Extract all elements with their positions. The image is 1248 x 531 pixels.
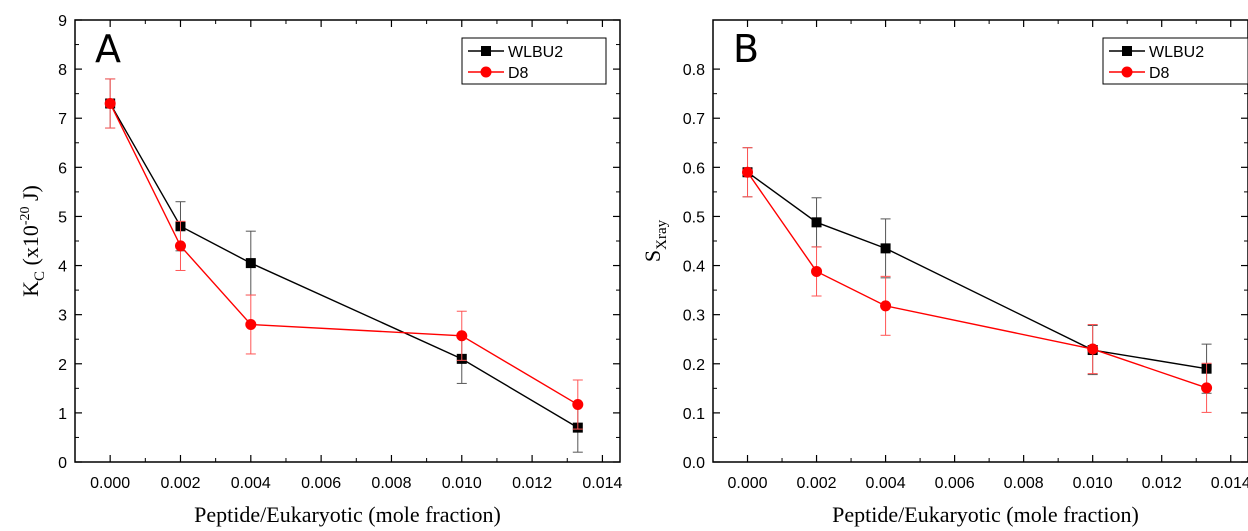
series-d8 [742,147,1213,413]
legend-label: WLBU2 [508,44,563,61]
legend: WLBU2 D8 [1102,37,1248,85]
data-point [245,318,257,330]
y-tick-label: 0.2 [683,357,705,374]
data-point [880,300,892,312]
x-tick-label: 0.012 [512,475,552,492]
x-axis-title: Peptide/Eukaryotic (mole fraction) [194,502,501,527]
legend-marker [1122,46,1132,56]
data-point [811,265,823,277]
series-wlbu2 [105,78,583,453]
x-tick-label: 0.000 [727,475,767,492]
data-point [811,217,822,228]
x-tick-label: 0.002 [160,475,200,492]
y-tick-label: 0.6 [683,160,705,177]
y-tick-label: 0.3 [683,308,705,325]
data-point [1201,382,1213,394]
data-point [1087,343,1099,355]
x-tick-label: 0.010 [1073,475,1113,492]
y-tick-label: 0.7 [683,111,705,128]
x-tick-label: 0.008 [1004,475,1044,492]
y-tick-label: 4 [58,259,67,276]
x-tick-label: 0.014 [582,475,622,492]
x-tick-label: 0.014 [1211,475,1248,492]
legend-marker [481,46,491,56]
data-point [104,97,116,109]
legend: WLBU2 D8 [461,37,607,85]
y-axis-title: KC (x10-20 J) [18,185,48,297]
data-point [456,330,468,342]
legend-label: D8 [1149,65,1170,82]
x-tick-label: 0.006 [301,475,341,492]
y-axis-title: SXray [640,219,670,262]
x-axis-title: Peptide/Eukaryotic (mole fraction) [832,502,1139,527]
x-tick-label: 0.004 [231,475,271,492]
y-tick-label: 0.8 [683,62,705,79]
panel-label: B [733,27,759,71]
series-d8 [104,78,584,430]
panel-label: A [95,27,121,71]
data-point [880,243,891,254]
plot-frame [74,19,621,463]
chart-panel-b: 0.000 0.002 0.004 0.006 0.008 0.010 0.012 0.014… [640,19,1248,527]
x-tick-label: 0.002 [797,475,837,492]
y-tick-label: 0.4 [683,259,705,276]
y-tick-label: 0.1 [683,406,705,423]
y-tick-label: 0.5 [683,209,705,226]
x-tick-label: 0.010 [442,475,482,492]
data-point [572,399,584,411]
y-tick-label: 8 [58,62,67,79]
data-point [174,240,186,252]
data-point [245,258,256,269]
y-tick-label: 1 [58,406,67,423]
plot-frame [712,19,1248,463]
y-tick-label: 0.0 [683,455,705,472]
data-point [742,166,754,178]
x-tick-label: 0.008 [371,475,411,492]
y-tick-label: 9 [58,13,67,30]
y-tick-label: 7 [58,111,67,128]
y-tick-label: 5 [58,209,67,226]
x-tick-label: 0.012 [1142,475,1182,492]
chart-panel-a: 0.000 0.002 0.004 0.006 0.008 0.010 0.012 0.014… [18,13,623,527]
y-tick-label: 2 [58,357,67,374]
legend-label: D8 [508,65,529,82]
legend-label: WLBU2 [1149,44,1204,61]
legend-marker [1121,66,1133,78]
legend-marker [480,66,492,78]
x-tick-label: 0.006 [935,475,975,492]
y-tick-label: 3 [58,308,67,325]
y-tick-label: 0 [58,455,67,472]
y-tick-label: 6 [58,160,67,177]
x-tick-label: 0.004 [866,475,906,492]
x-tick-label: 0.000 [90,475,130,492]
